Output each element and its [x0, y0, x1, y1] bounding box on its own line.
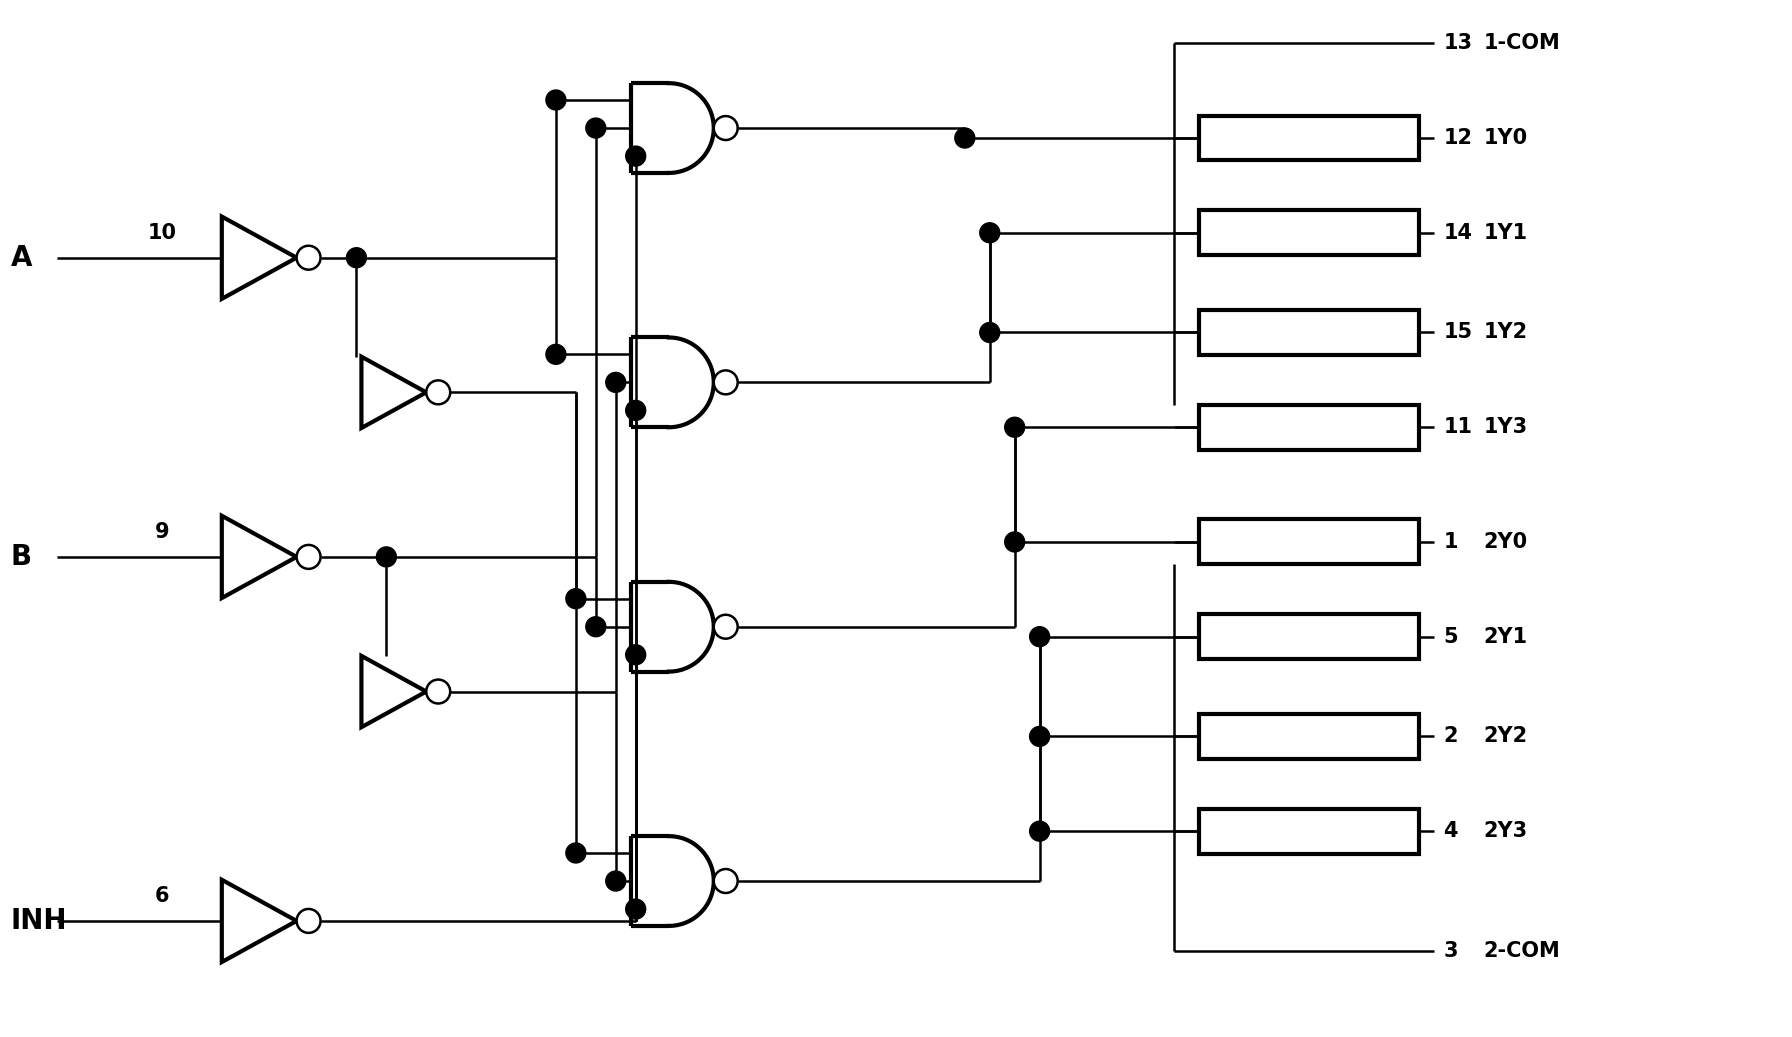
Text: 1: 1	[1444, 532, 1459, 552]
Circle shape	[376, 546, 396, 567]
Circle shape	[547, 344, 566, 364]
Text: 13: 13	[1444, 33, 1473, 53]
Circle shape	[1030, 821, 1050, 841]
Circle shape	[625, 146, 645, 166]
Text: 11: 11	[1444, 417, 1473, 438]
Circle shape	[606, 871, 625, 891]
Circle shape	[297, 909, 321, 933]
Circle shape	[547, 90, 566, 110]
Text: 2Y3: 2Y3	[1484, 821, 1527, 841]
Circle shape	[297, 246, 321, 270]
Circle shape	[566, 589, 586, 609]
Bar	[1199, 614, 1419, 660]
Circle shape	[625, 400, 645, 420]
Bar	[1199, 520, 1419, 564]
Text: 15: 15	[1444, 323, 1473, 342]
Circle shape	[955, 128, 975, 148]
Text: 9: 9	[154, 522, 168, 542]
Text: 10: 10	[147, 223, 176, 243]
Text: 1Y1: 1Y1	[1484, 223, 1527, 243]
Circle shape	[566, 843, 586, 863]
Text: 5: 5	[1444, 626, 1459, 647]
Circle shape	[586, 617, 606, 637]
Text: 2Y1: 2Y1	[1484, 626, 1527, 647]
Circle shape	[980, 323, 1000, 342]
Text: 1Y0: 1Y0	[1484, 128, 1527, 148]
Circle shape	[1005, 532, 1025, 552]
Circle shape	[1030, 727, 1050, 747]
Circle shape	[426, 381, 450, 404]
Text: 1-COM: 1-COM	[1484, 33, 1561, 53]
Circle shape	[346, 248, 366, 268]
Text: 1Y3: 1Y3	[1484, 417, 1527, 438]
Bar	[1199, 115, 1419, 161]
Circle shape	[625, 645, 645, 665]
Circle shape	[1030, 626, 1050, 647]
Text: INH: INH	[11, 907, 66, 935]
Circle shape	[426, 679, 450, 703]
Circle shape	[1005, 417, 1025, 438]
Text: B: B	[11, 543, 32, 571]
Text: 1Y2: 1Y2	[1484, 323, 1527, 342]
Text: 2Y0: 2Y0	[1484, 532, 1527, 552]
Bar	[1199, 310, 1419, 355]
Circle shape	[713, 615, 738, 639]
Text: A: A	[11, 244, 32, 272]
Circle shape	[713, 116, 738, 140]
Text: 14: 14	[1444, 223, 1473, 243]
Bar	[1199, 809, 1419, 853]
Circle shape	[713, 370, 738, 394]
Bar	[1199, 714, 1419, 759]
Bar	[1199, 404, 1419, 450]
Text: 12: 12	[1444, 128, 1473, 148]
Text: 2-COM: 2-COM	[1484, 941, 1561, 961]
Circle shape	[713, 869, 738, 893]
Text: 4: 4	[1444, 821, 1459, 841]
Text: 3: 3	[1444, 941, 1459, 961]
Circle shape	[980, 223, 1000, 243]
Circle shape	[625, 899, 645, 919]
Text: 2Y2: 2Y2	[1484, 726, 1527, 747]
Bar	[1199, 211, 1419, 255]
Circle shape	[606, 372, 625, 392]
Circle shape	[586, 118, 606, 138]
Text: 2: 2	[1444, 726, 1459, 747]
Text: 6: 6	[154, 886, 168, 906]
Circle shape	[297, 544, 321, 569]
